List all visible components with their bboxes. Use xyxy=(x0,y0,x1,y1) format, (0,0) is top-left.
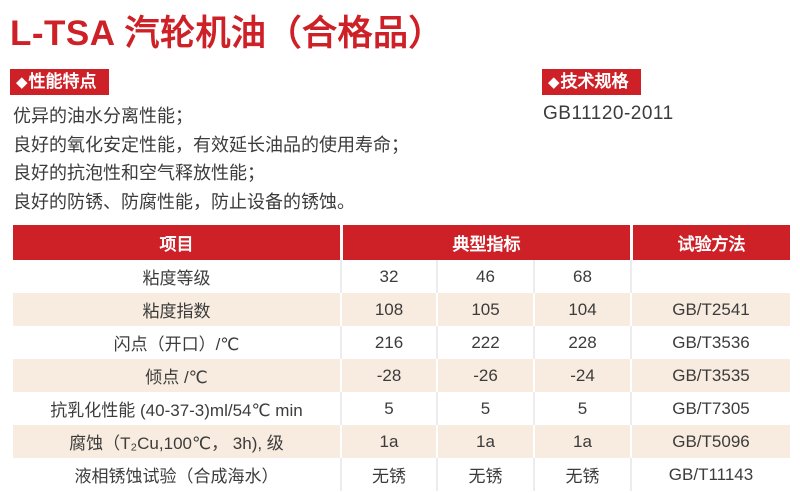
cell-method: GB/T2541 xyxy=(630,293,790,326)
cell-value: 无锈 xyxy=(340,458,436,491)
cell-method: GB/T5096 xyxy=(630,425,790,458)
cell-item: 粘度指数 xyxy=(142,302,211,321)
specs-badge-label: 技术规格 xyxy=(560,72,629,91)
specs-badge: ◆技术规格 xyxy=(542,69,641,95)
feature-item: 良好的防锈、防腐性能，防止设备的锈蚀。 xyxy=(13,191,355,212)
features-badge: ◆性能特点 xyxy=(10,69,109,95)
cell-value: -28 xyxy=(340,359,436,392)
cell-value: 5 xyxy=(436,392,533,425)
table-row: 粘度指数 108 105 104 GB/T2541 xyxy=(13,293,790,326)
header-cell-method: 试验方法 xyxy=(630,225,790,260)
cell-method xyxy=(630,260,790,293)
table-row: 抗乳化性能 (40-37-3)ml/54℃ min 5 5 5 GB/T7305 xyxy=(13,392,790,425)
cell-value: 104 xyxy=(533,293,630,326)
feature-list: 优异的油水分离性能； 良好的氧化安定性能，有效延长油品的使用寿命； 良好的抗泡性… xyxy=(13,102,409,216)
cell-item: 抗乳化性能 (40-37-3)ml/54℃ min xyxy=(50,401,303,420)
cell-value: 46 xyxy=(436,260,533,293)
specs-section: ◆技术规格 GB11120-2011 xyxy=(542,69,674,125)
features-badge-label: 性能特点 xyxy=(28,72,97,91)
cell-item: 腐蚀（T₂Cu,100℃， 3h), 级 xyxy=(69,434,284,453)
cell-value: 68 xyxy=(533,260,630,293)
features-section: ◆性能特点 优异的油水分离性能； 良好的氧化安定性能，有效延长油品的使用寿命； … xyxy=(10,69,409,216)
feature-item: 良好的氧化安定性能，有效延长油品的使用寿命； xyxy=(13,134,409,155)
cell-value: 222 xyxy=(436,326,533,359)
cell-value: 1a xyxy=(533,425,630,458)
table-header-row: 项目 典型指标 试验方法 xyxy=(13,225,790,260)
cell-value: -24 xyxy=(533,359,630,392)
cell-value: 1a xyxy=(436,425,533,458)
cell-method: GB/T7305 xyxy=(630,392,790,425)
cell-item: 液相锈蚀试验（合成海水） xyxy=(74,467,279,486)
table-row: 倾点 /℃ -28 -26 -24 GB/T3535 xyxy=(13,359,790,392)
cell-value: 1a xyxy=(340,425,436,458)
cell-value: 无锈 xyxy=(533,458,630,491)
table-row: 腐蚀（T₂Cu,100℃， 3h), 级 1a 1a 1a GB/T5096 xyxy=(13,425,790,458)
cell-item: 倾点 /℃ xyxy=(145,368,208,387)
table-body: 粘度等级 32 46 68 粘度指数 108 105 104 GB/T2541 … xyxy=(13,260,790,491)
cell-method: GB/T3536 xyxy=(630,326,790,359)
table-row: 闪点（开口）/℃ 216 222 228 GB/T3536 xyxy=(13,326,790,359)
cell-value: 216 xyxy=(340,326,436,359)
cell-value: 无锈 xyxy=(436,458,533,491)
cell-method: GB/T11143 xyxy=(630,458,790,491)
standard-number: GB11120-2011 xyxy=(543,103,674,124)
diamond-icon: ◆ xyxy=(16,74,28,91)
header-cell-typical: 典型指标 xyxy=(340,225,630,260)
table-row: 粘度等级 32 46 68 xyxy=(13,260,790,293)
cell-value: 105 xyxy=(436,293,533,326)
cell-value: 228 xyxy=(533,326,630,359)
table-row: 液相锈蚀试验（合成海水） 无锈 无锈 无锈 GB/T11143 xyxy=(13,458,790,491)
spec-table: 项目 典型指标 试验方法 粘度等级 32 46 68 粘度指数 108 105 … xyxy=(13,225,790,491)
cell-method: GB/T3535 xyxy=(630,359,790,392)
cell-item: 闪点（开口）/℃ xyxy=(113,335,240,354)
feature-item: 良好的抗泡性和空气释放性能； xyxy=(13,163,265,183)
feature-item: 优异的油水分离性能； xyxy=(13,106,193,126)
header-cell-item: 项目 xyxy=(159,235,194,254)
cell-item: 粘度等级 xyxy=(142,269,211,288)
cell-value: 32 xyxy=(340,260,436,293)
diamond-icon: ◆ xyxy=(548,74,560,91)
page-title: L-TSA 汽轮机油（合格品） xyxy=(10,14,444,53)
cell-value: 5 xyxy=(533,392,630,425)
cell-value: 108 xyxy=(340,293,436,326)
cell-value: -26 xyxy=(436,359,533,392)
cell-value: 5 xyxy=(340,392,436,425)
